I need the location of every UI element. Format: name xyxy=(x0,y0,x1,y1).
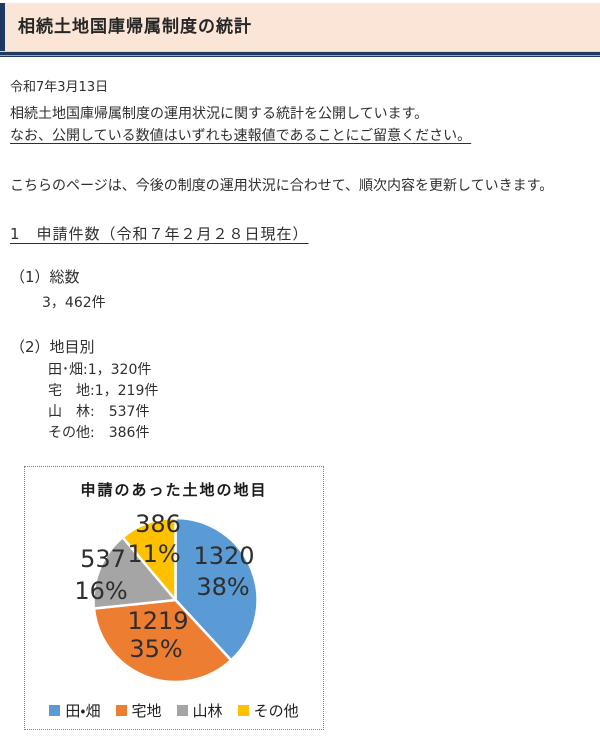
pie-slice-3 xyxy=(121,516,177,602)
pie-label-pct-0: 38% xyxy=(196,573,249,601)
legend-item-2: 山林 xyxy=(176,700,223,721)
legend-label-2: 山林 xyxy=(192,702,223,720)
legend-label-3: その他 xyxy=(253,702,299,720)
page-title: 相続土地国庫帰属制度の統計 xyxy=(18,17,252,37)
chart-title: 申請のあった土地の地目 xyxy=(80,481,268,499)
pie-label-value-0: 1320 xyxy=(193,542,254,570)
intro-paragraph: 相続土地国庫帰属制度の運用状況に関する統計を公開しています。 なお、公開している… xyxy=(10,103,600,147)
list-item: 宅 地:1，219件 xyxy=(48,383,159,399)
pie-label-pct-3: 11% xyxy=(127,540,180,568)
pie-label-value-2: 537 xyxy=(80,545,126,573)
pie-label-value-1: 1219 xyxy=(127,607,188,635)
pie-label-value-3: 386 xyxy=(135,510,181,538)
total-value: 3，462件 xyxy=(42,295,106,311)
page-header: 相続土地国庫帰属制度の統計 xyxy=(0,3,600,57)
legend-item-1: 宅地 xyxy=(115,700,162,721)
intro-line-1: 相続土地国庫帰属制度の運用状況に関する統計を公開しています。 xyxy=(10,106,429,122)
update-note: こちらのページは、今後の制度の運用状況に合わせて、順次内容を更新していきます。 xyxy=(10,178,554,194)
intro-line-2-underlined: なお、公開している数値はいずれも速報値であることにご留意ください。 xyxy=(10,128,472,144)
section1-heading: 1 申請件数（令和７年２月２８日現在） xyxy=(10,225,309,243)
legend-label-0: 田・畑 xyxy=(65,702,101,720)
page-header-bar: 相続土地国庫帰属制度の統計 xyxy=(0,3,600,51)
main-content: 令和7年3月13日 相続土地国庫帰属制度の運用状況に関する統計を公開しています。… xyxy=(0,76,600,730)
legend-item-3: その他 xyxy=(237,700,299,721)
pie-label-pct-2: 16% xyxy=(74,577,127,605)
chart-legend: 田・畑 宅地 山林 その他 xyxy=(25,700,323,721)
header-divider xyxy=(0,51,600,57)
pie-slice-2 xyxy=(92,536,177,610)
land-type-label: （2）地目別 xyxy=(10,338,95,356)
list-item: その他: 386件 xyxy=(48,425,150,441)
land-type-list: 田･畑:1，320件 宅 地:1，219件 山 林: 537件 その他: 386… xyxy=(10,360,600,444)
list-item: 山 林: 537件 xyxy=(48,404,150,420)
legend-label-1: 宅地 xyxy=(131,702,162,720)
publish-date: 令和7年3月13日 xyxy=(10,80,109,95)
pie-chart-panel: 1320 38% 1219 35% 537 16% 386 11% 申請のあった土地の地目 田… xyxy=(24,466,324,730)
total-label: （1）総数 xyxy=(10,268,80,286)
pie-slice-1 xyxy=(92,598,233,684)
list-item: 田･畑:1，320件 xyxy=(48,362,152,378)
pie-slice-0 xyxy=(174,516,259,662)
legend-item-0: 田・畑 xyxy=(49,700,101,721)
legend-swatch-2 xyxy=(176,705,188,716)
legend-swatch-0 xyxy=(49,705,61,716)
pie-label-pct-1: 35% xyxy=(129,635,182,663)
legend-swatch-1 xyxy=(115,705,127,716)
legend-swatch-3 xyxy=(237,705,249,716)
